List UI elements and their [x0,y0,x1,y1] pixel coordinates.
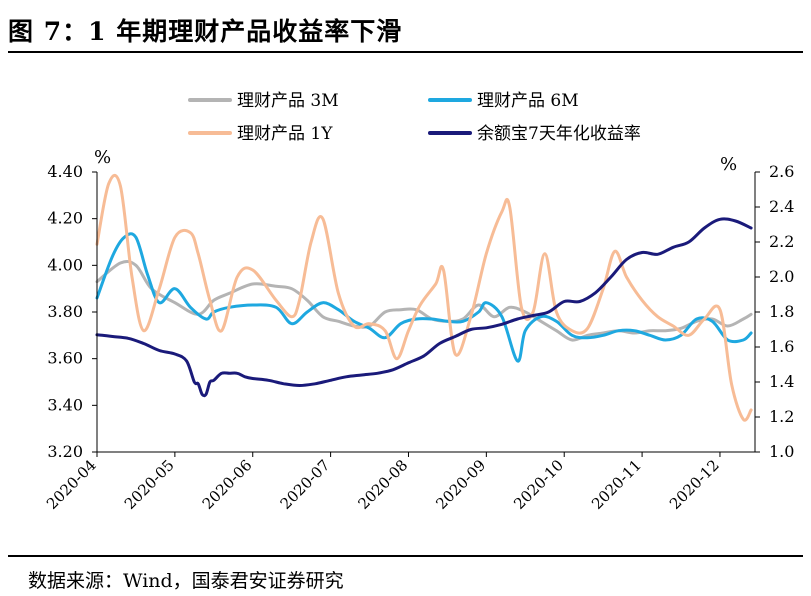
legend-label: 余额宝7天年化收益率 [477,124,641,144]
right-tick-label: 1.0 [769,442,794,461]
right-tick-label: 2.0 [769,267,794,286]
right-tick-label: 1.8 [769,302,794,321]
legend-label: 理财产品 6M [477,91,579,111]
x-tick-label: 2020-04 [43,456,100,513]
title-rule [8,51,803,53]
legend-label: 理财产品 1Y [237,124,333,144]
series-lines [95,173,753,422]
source-rule [8,555,803,557]
right-tick-label: 2.6 [769,162,794,181]
x-tick-label: 2020-05 [121,456,178,513]
series-line [95,173,753,422]
right-tick-label: 1.6 [769,337,794,356]
right-axis-unit: % [720,154,737,175]
source-note: 数据来源：Wind，国泰君安证券研究 [28,570,344,592]
right-tick-label: 1.4 [769,372,794,391]
left-tick-label: 3.80 [47,302,83,321]
legend-label: 理财产品 3M [237,91,339,111]
x-tick-label: 2020-09 [432,456,489,513]
legend: 理财产品 3M 理财产品 6M 理财产品 1Y 余额宝7天年化收益率 [188,91,641,144]
figure-title: 图 7：1 年期理财产品收益率下滑 [8,17,403,46]
x-tick-label: 2020-07 [277,456,334,513]
x-tick-label: 2020-12 [666,456,723,513]
left-tick-label: 4.00 [47,255,83,274]
right-tick-label: 2.4 [769,197,794,216]
x-tick-label: 2020-10 [510,456,567,513]
right-tick-label: 1.2 [769,407,794,426]
left-axis-unit: % [94,147,111,168]
x-tick-label: 2020-06 [199,456,256,513]
left-tick-label: 4.40 [47,162,83,181]
left-tick-label: 3.20 [47,442,83,461]
right-tick-label: 2.2 [769,232,794,251]
series-line [95,232,753,363]
left-tick-label: 4.20 [47,209,83,228]
series-line [95,217,753,398]
axes: 3.20 3.40 3.60 3.80 4.00 4.20 4.40 1.0 1.2 1.4 1.6… [43,147,794,513]
x-tick-label: 2020-11 [588,456,645,513]
left-tick-label: 3.60 [47,349,83,368]
x-tick-label: 2020-08 [354,456,411,513]
left-tick-label: 3.40 [47,395,83,414]
